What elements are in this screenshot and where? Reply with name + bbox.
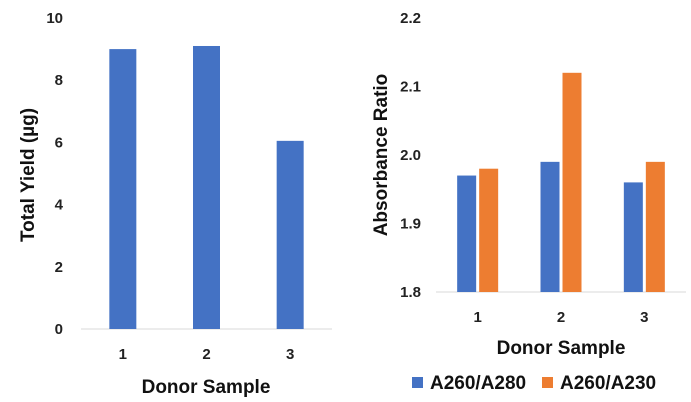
absorbance-x-ticks: 1 2 3 xyxy=(473,309,648,326)
left-x-tick-label: 1 xyxy=(119,346,127,363)
right-x-tick-label: 1 xyxy=(473,309,481,326)
right-bar xyxy=(645,161,665,292)
absorbance-y-ticks: 1.8 1.9 2.0 2.1 2.2 xyxy=(400,10,421,301)
right-x-tick-label: 3 xyxy=(640,309,648,326)
right-y-tick-label: 1.8 xyxy=(400,284,421,301)
left-bar xyxy=(193,45,220,330)
left-x-tick-label: 3 xyxy=(286,346,294,363)
right-bar xyxy=(457,175,477,292)
right-x-tick-label: 2 xyxy=(557,309,565,326)
absorbance-bars xyxy=(457,72,665,292)
legend-swatch xyxy=(412,377,423,388)
absorbance-y-axis-title: Absorbance Ratio xyxy=(371,74,392,237)
yield-x-ticks: 1 2 3 xyxy=(119,346,295,363)
left-y-tick-label: 6 xyxy=(55,134,63,151)
right-bar xyxy=(562,72,582,292)
left-bar xyxy=(276,140,304,329)
left-y-tick-label: 8 xyxy=(55,72,63,89)
right-y-tick-label: 2.2 xyxy=(400,10,421,27)
right-y-tick-label: 2.0 xyxy=(400,147,421,164)
legend-label: A260/A230 xyxy=(560,373,656,394)
legend-swatch xyxy=(542,377,553,388)
left-y-tick-label: 2 xyxy=(55,259,63,276)
right-y-tick-label: 1.9 xyxy=(400,216,421,233)
yield-bars xyxy=(109,45,304,330)
right-bar xyxy=(623,182,643,292)
legend-label: A260/A280 xyxy=(430,373,526,394)
left-x-tick-label: 2 xyxy=(202,346,210,363)
left-y-tick-label: 0 xyxy=(55,321,63,338)
right-bar xyxy=(540,161,560,292)
absorbance-legend: A260/A280 A260/A230 xyxy=(412,373,656,394)
absorbance-chart: 1.8 1.9 2.0 2.1 2.2 1 2 3 Donor Sample Absorba… xyxy=(371,10,686,394)
left-bar xyxy=(109,49,137,329)
yield-x-axis-title: Donor Sample xyxy=(142,377,271,398)
left-y-tick-label: 10 xyxy=(46,10,63,27)
right-bar xyxy=(479,168,499,292)
left-y-tick-label: 4 xyxy=(55,197,64,214)
right-y-tick-label: 2.1 xyxy=(400,79,421,96)
absorbance-x-axis-title: Donor Sample xyxy=(497,338,626,359)
yield-y-ticks: 0 2 4 6 8 10 xyxy=(46,10,63,338)
yield-y-axis-title: Total Yield (µg) xyxy=(18,108,39,242)
